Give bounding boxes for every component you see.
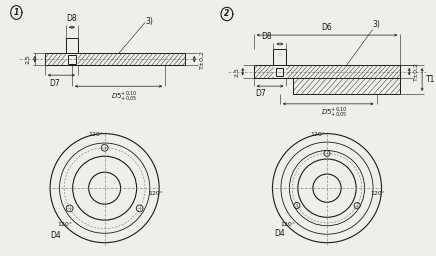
Text: 120°: 120° [149,191,164,196]
Text: 120°: 120° [280,222,295,227]
Text: T1: T1 [426,75,435,84]
Text: D7: D7 [255,89,266,98]
Text: 3): 3) [145,17,153,26]
Text: 2: 2 [224,9,229,18]
Text: 2,5: 2,5 [25,54,30,64]
Text: D6: D6 [322,23,332,32]
Text: D4: D4 [275,229,286,238]
Text: D7: D7 [49,79,60,88]
Text: 120°: 120° [88,132,103,137]
Text: D4: D4 [51,231,61,240]
Text: 1: 1 [14,8,19,17]
Text: T±0,2: T±0,2 [199,50,204,69]
Text: 3): 3) [373,20,381,29]
Text: $D5^{+0{,}10}_{+0{,}05}$: $D5^{+0{,}10}_{+0{,}05}$ [321,106,347,119]
Text: 120°: 120° [310,132,325,137]
Text: D8: D8 [67,14,77,23]
Text: T±0,2: T±0,2 [414,62,419,81]
Text: 120°: 120° [370,191,385,196]
Text: 120°: 120° [58,222,73,227]
Text: 2,5: 2,5 [235,67,240,77]
Text: $D5^{+0{,}10}_{+0{,}05}$: $D5^{+0{,}10}_{+0{,}05}$ [111,89,138,102]
Text: D8: D8 [261,32,272,41]
